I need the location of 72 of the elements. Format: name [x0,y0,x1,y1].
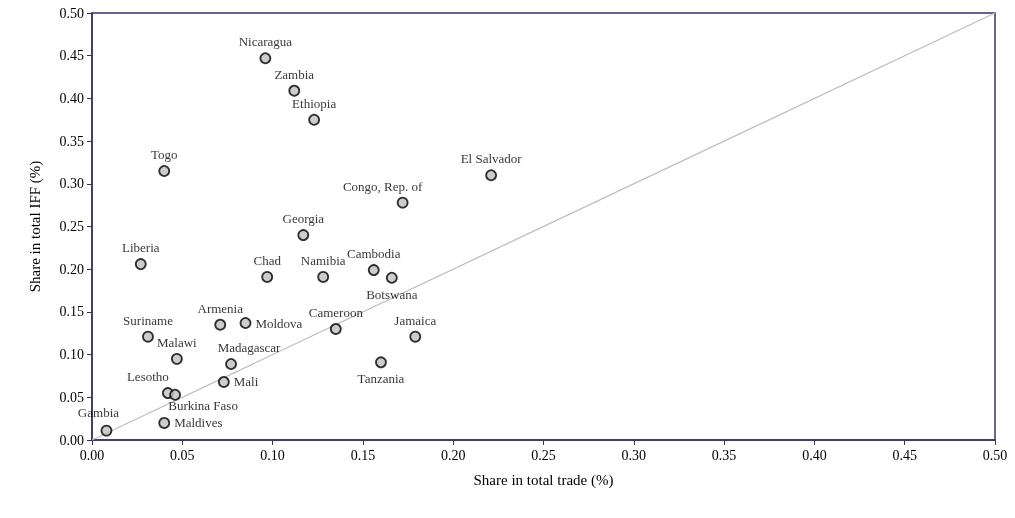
point [169,388,181,401]
point [100,424,113,437]
x-tick-label: 0.00 [79,447,105,463]
point [288,84,301,97]
annotation: Madagascar [217,340,282,356]
annotation: Nicaragua [238,34,293,50]
point [329,323,342,335]
annotation: Botswana [366,286,418,302]
annotation: Armenia [197,300,244,316]
annotation: Lesotho [126,369,169,385]
annotation: Namibia [300,252,346,268]
point [297,229,310,241]
annotation: Ethiopia [292,95,337,111]
point [142,330,154,343]
y-tick-label: 0.15 [59,304,84,320]
point [317,270,330,283]
x-tick-label: 0.45 [892,447,917,463]
point [225,358,237,370]
y-tick-label: 0.00 [59,432,84,448]
x-tick-label: 0.05 [170,447,195,463]
point [375,356,387,369]
point [158,165,171,177]
y-tick-label: 0.50 [59,5,84,21]
point [385,271,398,284]
y-tick-label: 0.20 [59,261,84,277]
x-tick-label: 0.25 [531,447,556,463]
annotation: Mali [233,374,259,390]
point [396,196,409,209]
point [170,352,183,365]
annotation: Cambodia [347,246,401,262]
point [367,264,380,276]
annotation: Congo, Rep. of [342,178,424,194]
annotation: Jamaica [394,312,437,328]
point [485,169,498,182]
x-tick-label: 0.10 [260,447,285,463]
y-tick-label: 0.25 [59,219,84,234]
point [134,258,147,270]
annotation: Cameroon [308,305,364,321]
y-tick-label: 0.05 [59,389,84,405]
point [214,318,227,331]
y-axis-title: Share in total IFF (%) [26,160,44,293]
annotation: Suriname [123,312,174,328]
y-tick-label: 0.35 [59,133,84,149]
annotation: Togo [150,147,178,163]
point [308,113,321,126]
x-tick-label: 0.30 [621,447,647,463]
y-tick-label: 0.30 [59,176,84,192]
annotation: Malawi [157,334,198,350]
point [217,376,230,388]
y-tick-label: 0.40 [59,90,84,106]
y-tick-label: 0.45 [59,48,84,64]
annotation: El Salvador [460,151,523,167]
x-tick-label: 0.40 [802,447,827,463]
x-axis-title: Share in total trade (%) [473,471,614,489]
point [261,270,274,283]
x-tick-label: 0.20 [440,447,466,463]
annotation: Maldives [174,415,223,431]
annotation: Georgia [282,211,325,227]
annotation: Zambia [274,66,315,82]
point [158,417,171,429]
point [409,330,422,343]
x-tick-label: 0.50 [982,447,1008,463]
point [239,317,252,329]
y-tick-label: 0.10 [59,347,84,363]
annotation: Moldova [255,315,303,331]
annotation: Chad [253,252,282,268]
annotation: Burkina Faso [168,397,238,413]
x-tick-label: 0.35 [711,447,737,463]
point [259,52,272,65]
x-tick-label: 0.15 [350,447,376,463]
annotation: Liberia [121,240,160,256]
annotation: Tanzania [357,371,405,387]
